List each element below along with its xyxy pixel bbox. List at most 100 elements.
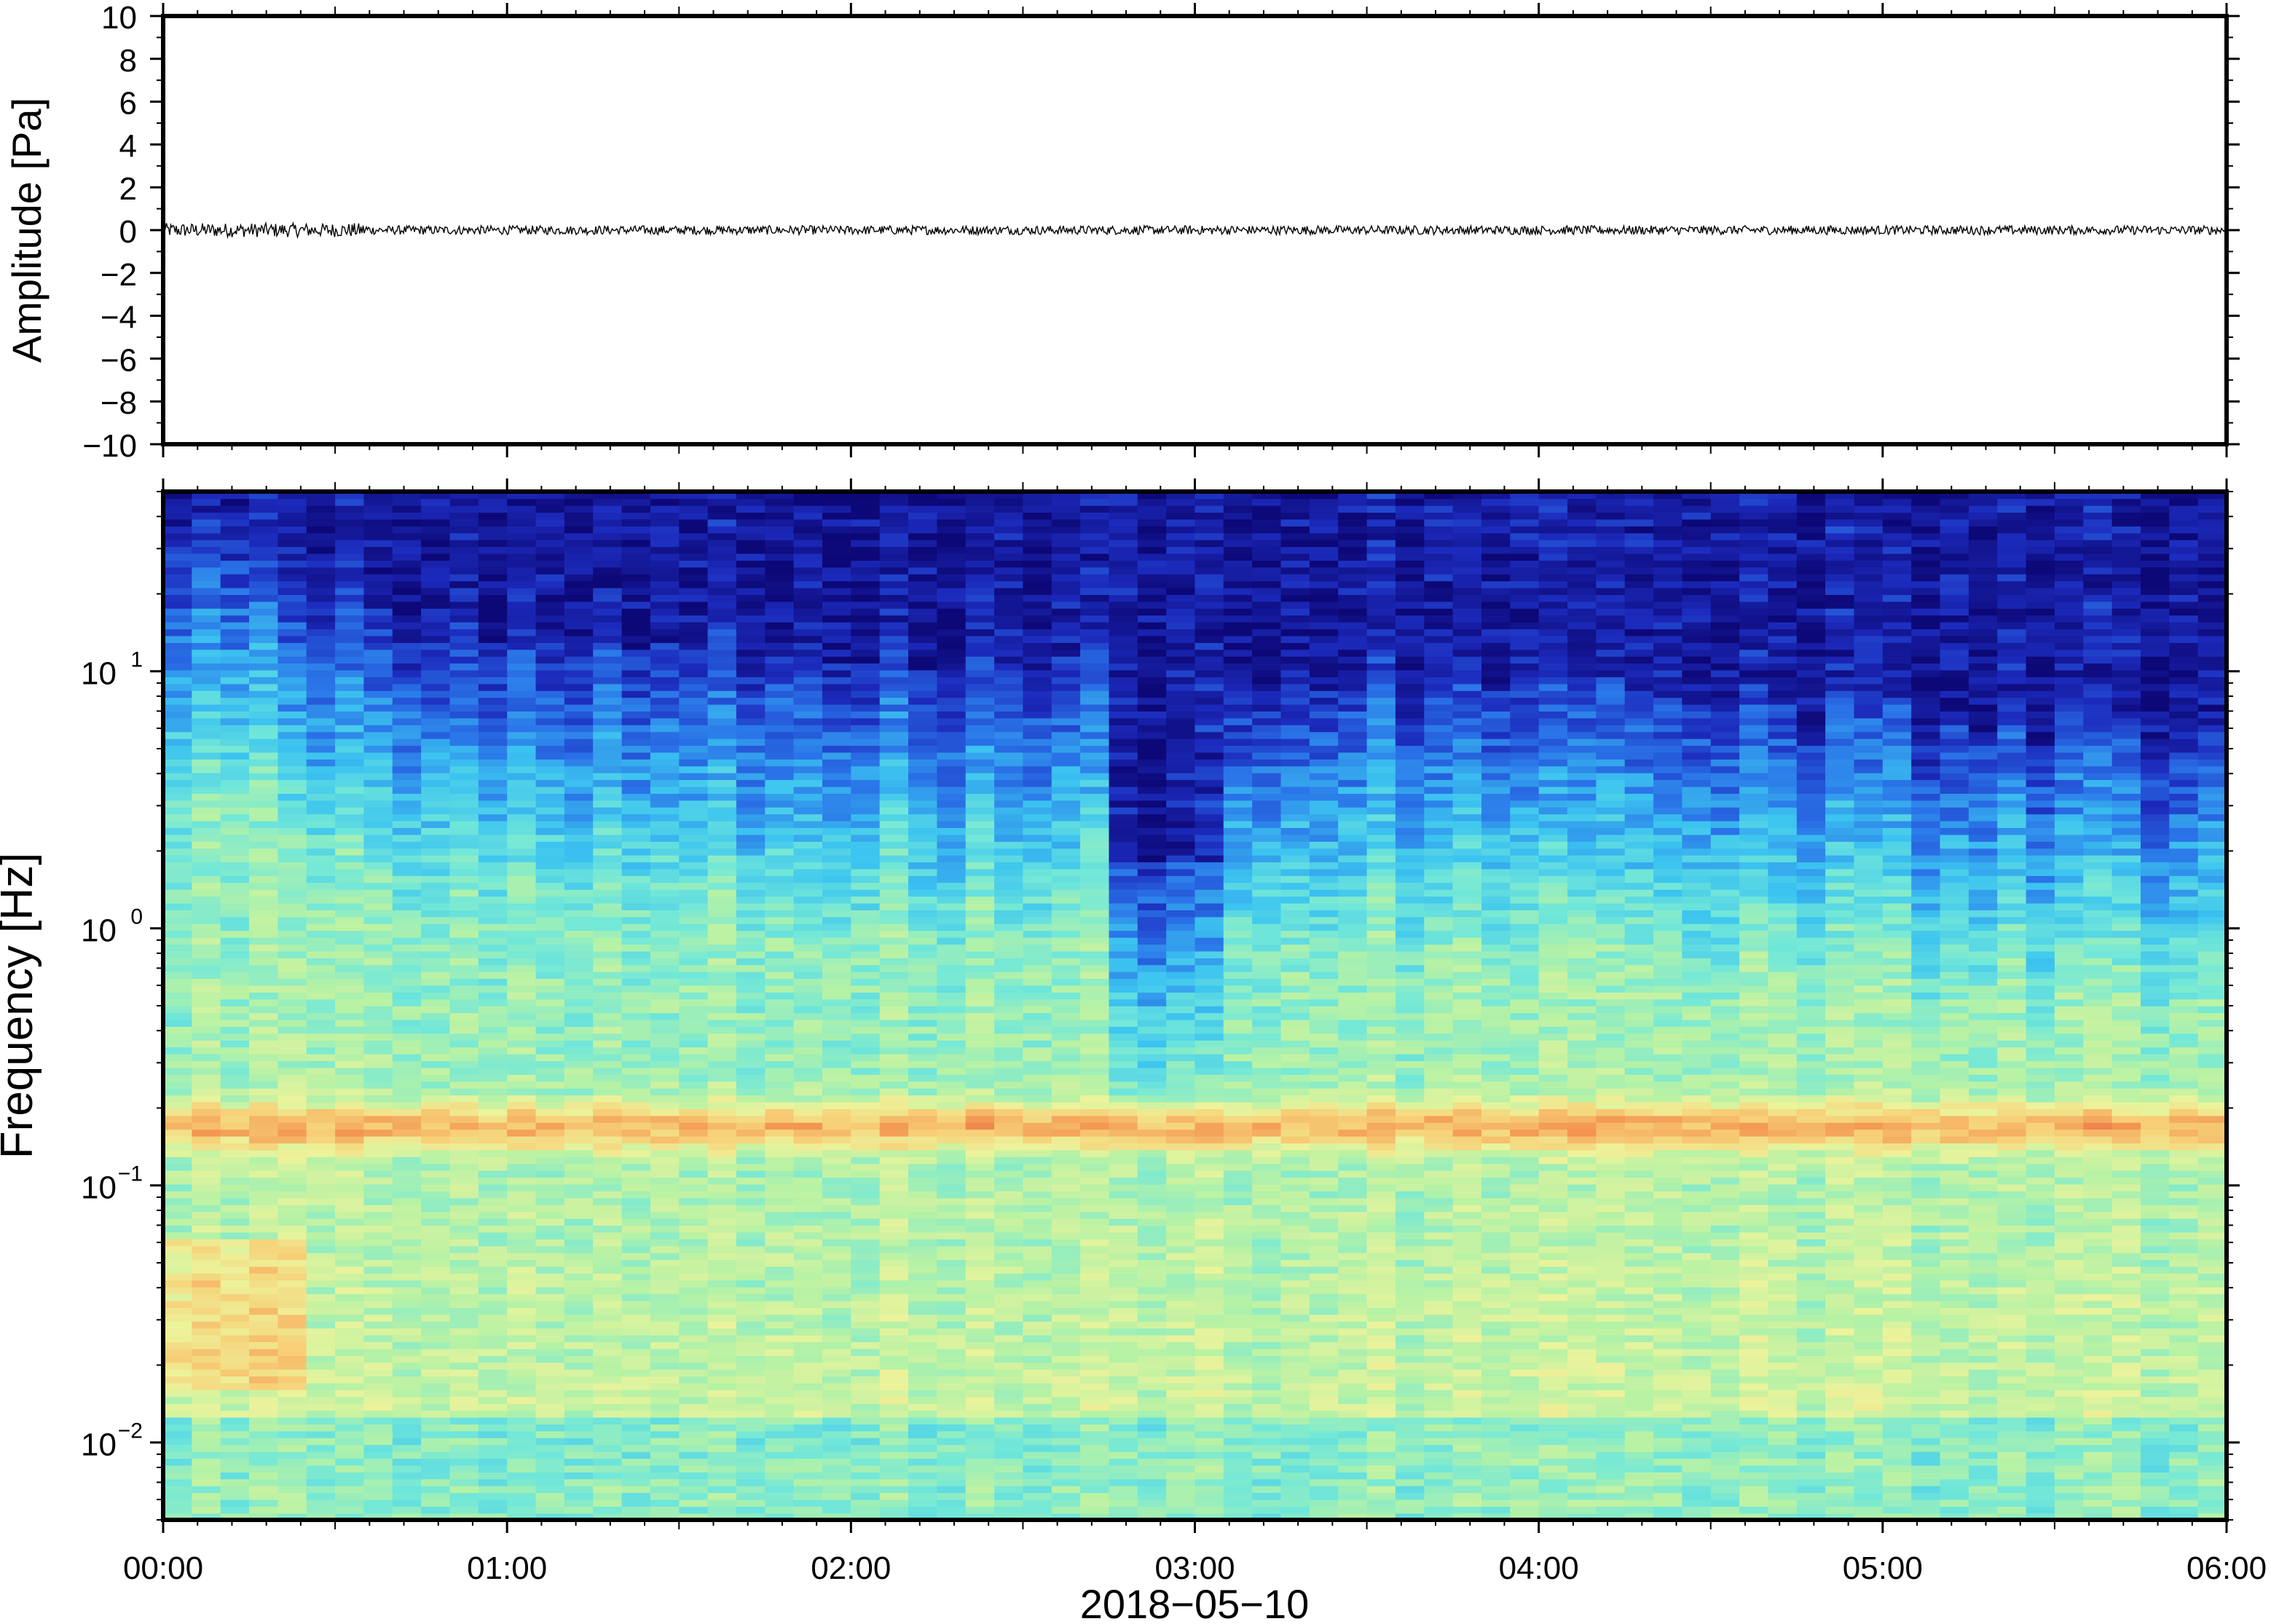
- spectrogram-cell: [650, 1341, 680, 1349]
- spectrogram-cell: [593, 889, 622, 896]
- spectrogram-cell: [507, 978, 536, 985]
- spectrogram-cell: [307, 670, 336, 677]
- spectrogram-cell: [479, 1390, 508, 1397]
- spectrogram-cell: [163, 1492, 192, 1499]
- spectrogram-cell: [679, 1335, 708, 1342]
- spectrogram-cell: [221, 732, 250, 739]
- spectrogram-cell: [794, 807, 823, 814]
- spectrogram-cell: [708, 1129, 737, 1136]
- spectrogram-cell: [650, 883, 680, 890]
- spectrogram-cell: [564, 807, 594, 814]
- spectrogram-cell: [221, 1095, 250, 1102]
- spectrogram-cell: [622, 1472, 651, 1479]
- spectrogram-cell: [307, 1198, 336, 1205]
- spectrogram-cell: [536, 725, 565, 732]
- spectrogram-cell: [622, 958, 651, 965]
- spectrogram-cell: [278, 1218, 307, 1226]
- spectrogram-cell: [307, 787, 336, 794]
- spectrogram-cell: [1023, 650, 1052, 657]
- spectrogram-cell: [736, 1301, 765, 1308]
- spectrogram-cell: [163, 1341, 192, 1349]
- spectrogram-cell: [794, 985, 823, 993]
- spectrogram-cell: [622, 1335, 651, 1342]
- spectrogram-cell: [994, 1006, 1023, 1013]
- spectrogram-cell: [507, 622, 536, 629]
- spectrogram-cell: [479, 580, 508, 588]
- spectrogram-cell: [622, 540, 651, 547]
- spectrogram-cell: [564, 1232, 594, 1239]
- spectrogram-cell: [335, 704, 364, 712]
- spectrogram-cell: [1023, 1417, 1052, 1424]
- spectrogram-cell: [450, 1417, 479, 1424]
- spectrogram-cell: [679, 1122, 708, 1130]
- spectrogram-cell: [363, 1239, 393, 1246]
- spectrogram-cell: [851, 615, 880, 622]
- spectrogram-cell: [851, 1150, 880, 1157]
- spectrogram-cell: [421, 1239, 450, 1246]
- spectrogram-cell: [908, 1293, 937, 1301]
- spectrogram-cell: [307, 1012, 336, 1020]
- spectrogram-cell: [966, 1095, 995, 1102]
- spectrogram-cell: [708, 1328, 737, 1335]
- spectrogram-cell: [1052, 642, 1081, 650]
- spectrogram-cell: [937, 1293, 966, 1301]
- spectrogram-cell: [851, 1499, 880, 1507]
- spectrogram-cell: [880, 690, 909, 698]
- spectrogram-cell: [507, 1506, 536, 1513]
- spectrogram-cell: [994, 574, 1023, 581]
- spectrogram-cell: [822, 636, 851, 643]
- spectrogram-cell: [908, 1006, 937, 1013]
- spectrogram-cell: [908, 855, 937, 862]
- spectrogram-cell: [363, 512, 393, 519]
- spectrogram-cell: [335, 869, 364, 876]
- spectrogram-cell: [966, 813, 995, 821]
- spectrogram-cell: [765, 1287, 794, 1294]
- spectrogram-cell: [708, 594, 737, 602]
- spectrogram-cell: [880, 889, 909, 896]
- spectrogram-cell: [650, 1156, 680, 1164]
- spectrogram-cell: [794, 759, 823, 766]
- spectrogram-cell: [1023, 1012, 1052, 1020]
- spectrogram-cell: [278, 807, 307, 814]
- spectrogram-cell: [421, 1417, 450, 1424]
- spectrogram-cell: [679, 1012, 708, 1020]
- spectrogram-cell: [393, 1369, 422, 1376]
- spectrogram-cell: [622, 1108, 651, 1116]
- spectrogram-cell: [163, 883, 192, 890]
- spectrogram-cell: [564, 1390, 594, 1397]
- spectrogram-cell: [507, 944, 536, 951]
- spectrogram-cell: [450, 1335, 479, 1342]
- spectrogram-cell: [421, 1458, 450, 1465]
- spectrogram-cell: [1052, 807, 1081, 814]
- spectrogram-cell: [450, 855, 479, 862]
- spectrogram-cell: [249, 1040, 278, 1047]
- spectrogram-cell: [880, 1438, 909, 1445]
- spectrogram-cell: [736, 622, 765, 629]
- spectrogram-cell: [163, 588, 192, 595]
- spectrogram-cell: [278, 883, 307, 890]
- spectrogram-cell: [593, 1307, 622, 1314]
- spectrogram-cell: [421, 1479, 450, 1486]
- spectrogram-cell: [679, 1376, 708, 1383]
- spectrogram-cell: [736, 1205, 765, 1212]
- spectrogram-cell: [880, 813, 909, 821]
- spectrogram-cell: [650, 1369, 680, 1376]
- spectrogram-cell: [249, 622, 278, 629]
- spectrogram-cell: [1052, 889, 1081, 896]
- spectrogram-cell: [536, 917, 565, 924]
- spectrogram-cell: [708, 965, 737, 972]
- spectrogram-cell: [650, 1246, 680, 1253]
- spectrogram-cell: [564, 677, 594, 684]
- spectrogram-cell: [507, 1369, 536, 1376]
- spectrogram-cell: [1052, 636, 1081, 643]
- spectrogram-cell: [1052, 883, 1081, 890]
- spectrogram-cell: [278, 855, 307, 862]
- spectrogram-cell: [479, 1246, 508, 1253]
- spectrogram-cell: [765, 602, 794, 609]
- spectrogram-cell: [794, 1397, 823, 1404]
- spectrogram-cell: [650, 1424, 680, 1431]
- spectrogram-cell: [937, 1369, 966, 1376]
- spectrogram-cell: [765, 1253, 794, 1260]
- spectrogram-cell: [679, 1410, 708, 1417]
- spectrogram-cell: [822, 1301, 851, 1308]
